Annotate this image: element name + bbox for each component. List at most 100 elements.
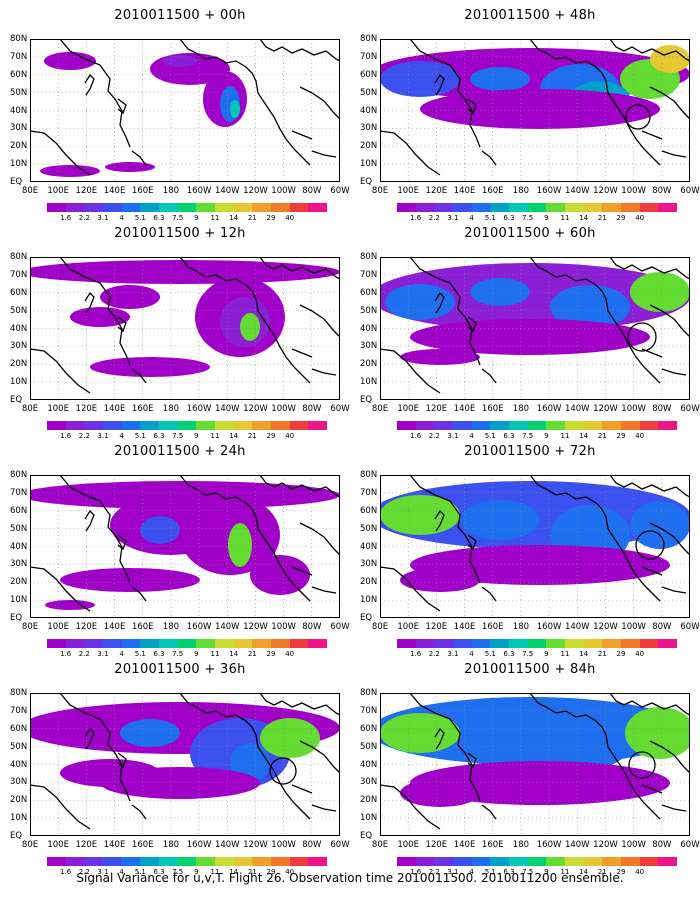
variance-region	[250, 555, 310, 595]
coastline	[299, 522, 340, 556]
longitude-label: 140W	[564, 404, 590, 414]
colorbar-swatch	[621, 857, 640, 866]
colorbar-swatch	[397, 421, 416, 430]
colorbar-swatch	[434, 857, 454, 866]
colorbar-swatch	[546, 203, 566, 212]
variance-map	[380, 475, 690, 618]
colorbar-label: 9	[194, 214, 199, 222]
colorbar-label: 9	[544, 650, 549, 658]
latitude-label: 30N	[10, 559, 28, 570]
coastline	[529, 475, 661, 602]
colorbar-label: 4	[469, 214, 474, 222]
colorbar-swatch	[453, 421, 472, 430]
coastline	[661, 586, 687, 594]
coastline	[641, 130, 663, 140]
colorbar-labels: 1.6 2.2 3.1 4 5.1 6.3 7.5 9 11 14 21 29 40	[397, 432, 677, 442]
longitude-label: 160E	[131, 622, 154, 632]
coastline	[481, 368, 497, 384]
colorbar-swatch	[490, 421, 510, 430]
longitude-label: 140W	[214, 186, 240, 196]
colorbar-swatch	[84, 857, 104, 866]
coastline	[59, 257, 131, 366]
variance-region	[380, 495, 460, 535]
colorbar-label: 6.3	[503, 214, 515, 222]
latitude-label: 10N	[10, 159, 28, 170]
variance-map	[30, 39, 340, 182]
longitude-label: 160W	[536, 404, 562, 414]
latitude-label: 40N	[360, 759, 378, 770]
colorbar	[47, 203, 328, 212]
latitude-label: EQ	[10, 831, 23, 841]
longitude-label: 160W	[186, 404, 212, 414]
colorbar-label: 5.1	[484, 432, 496, 440]
colorbar-label: 21	[247, 432, 257, 440]
colorbar-labels: 1.6 2.2 3.1 4 5.1 6.3 7.5 9 11 14 21 29 40	[47, 214, 327, 224]
longitude-axis: 80E 100E 120E 140E 160E 180 160W 140W 120W 100W 80…	[20, 622, 350, 634]
observation-circle	[635, 530, 665, 560]
colorbar-label: 14	[579, 650, 589, 658]
coastline	[380, 784, 441, 830]
observation-circle	[625, 104, 651, 130]
coastline	[380, 348, 441, 394]
panel-title: 2010011500 + 24h	[114, 444, 246, 459]
colorbar-swatch	[196, 857, 216, 866]
longitude-label: 140E	[453, 622, 476, 632]
colorbar-swatch	[509, 857, 528, 866]
longitude-label: 120W	[243, 404, 268, 414]
colorbar-swatch	[471, 857, 491, 866]
colorbar-label: 1.6	[410, 432, 422, 440]
colorbar-swatch	[490, 857, 510, 866]
longitude-label: 60W	[680, 404, 700, 414]
variance-region	[260, 718, 320, 758]
latitude-label: 70N	[10, 51, 28, 62]
colorbar-swatch	[415, 857, 435, 866]
colorbar-swatch	[583, 203, 603, 212]
longitude-label: 140W	[564, 622, 590, 632]
latitude-label: 70N	[10, 487, 28, 498]
colorbar-swatch	[271, 203, 290, 212]
coastline	[661, 368, 687, 376]
coastline	[30, 784, 91, 830]
colorbar-label: 1.6	[60, 432, 72, 440]
longitude-label: 140E	[453, 840, 476, 850]
longitude-label: 100E	[397, 186, 419, 196]
coastline	[529, 257, 661, 384]
coastline	[467, 316, 477, 333]
colorbar-swatch	[252, 203, 272, 212]
colorbar-label: 7.5	[522, 214, 534, 222]
colorbar-swatch	[140, 203, 160, 212]
longitude-label: 100W	[271, 186, 296, 196]
colorbar-swatch	[471, 639, 491, 648]
longitude-label: 180	[512, 840, 530, 850]
longitude-label: 80E	[371, 186, 389, 196]
coastline	[434, 509, 445, 532]
colorbar-swatch	[196, 203, 216, 212]
variance-region	[90, 357, 210, 377]
coastline	[434, 727, 445, 750]
panel-title: 2010011500 + 00h	[114, 8, 246, 23]
colorbar-label: 11	[210, 432, 220, 440]
variance-region	[100, 285, 160, 309]
colorbar-label: 40	[635, 650, 645, 658]
variance-map	[380, 39, 690, 182]
colorbar-swatch	[65, 857, 85, 866]
variance-region	[470, 67, 530, 91]
colorbar-label: 9	[544, 432, 549, 440]
coastline	[467, 534, 477, 551]
latitude-label: 10N	[10, 377, 28, 388]
longitude-label: 140W	[564, 186, 590, 196]
colorbar-label: 14	[579, 868, 589, 876]
colorbar-swatch	[159, 639, 178, 648]
latitude-label: 60N	[360, 287, 378, 298]
colorbar-swatch	[602, 857, 622, 866]
coastline	[259, 693, 340, 716]
colorbar-swatch	[103, 203, 122, 212]
colorbar-swatch	[103, 857, 122, 866]
colorbar-swatch	[289, 857, 309, 866]
longitude-label: 100E	[47, 186, 69, 196]
colorbar-swatch	[565, 421, 584, 430]
colorbar-label: 2.2	[428, 868, 440, 876]
latitude-label: 60N	[360, 723, 378, 734]
colorbar-label: 29	[266, 868, 276, 876]
colorbar-swatch	[196, 639, 216, 648]
